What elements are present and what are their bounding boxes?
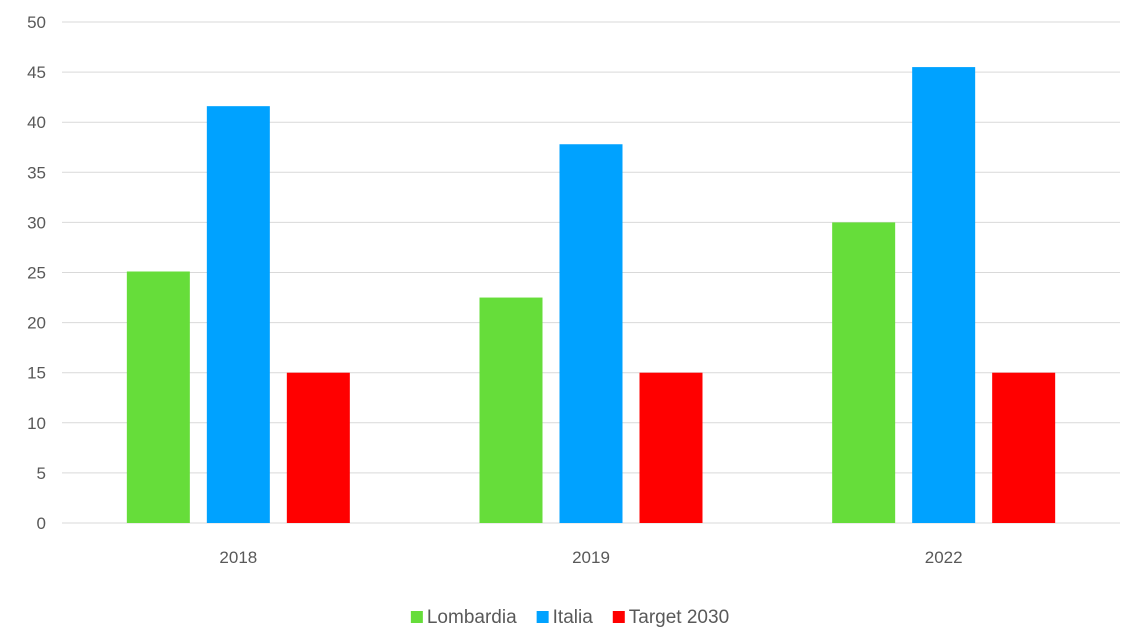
y-tick-label: 25 bbox=[27, 264, 46, 283]
x-axis-ticks: 2018 2019 2022 bbox=[219, 548, 962, 567]
legend: Lombardia Italia Target 2030 bbox=[410, 607, 729, 628]
y-axis-ticks: 0 5 10 15 20 25 30 35 40 45 50 bbox=[27, 13, 46, 533]
y-tick-label: 15 bbox=[27, 364, 46, 383]
legend-item-target-2030: Target 2030 bbox=[612, 607, 729, 628]
bar-italia-2019 bbox=[559, 144, 623, 523]
bar-italia-2022 bbox=[912, 67, 976, 523]
legend-label: Lombardia bbox=[427, 607, 517, 628]
bar-italia-2018 bbox=[206, 106, 270, 523]
bar-target-2030-2018 bbox=[286, 372, 350, 523]
legend-label: Target 2030 bbox=[629, 607, 729, 628]
y-tick-label: 50 bbox=[27, 13, 46, 32]
bar-lombardia-2022 bbox=[832, 222, 896, 523]
y-tick-label: 45 bbox=[27, 63, 46, 82]
x-tick-label: 2019 bbox=[572, 548, 610, 567]
legend-swatch bbox=[410, 611, 423, 623]
y-tick-label: 40 bbox=[27, 113, 46, 132]
legend-swatch bbox=[536, 611, 549, 623]
y-tick-label: 0 bbox=[37, 514, 46, 533]
legend-label: Italia bbox=[553, 607, 594, 628]
y-tick-label: 35 bbox=[27, 163, 46, 182]
bar-target-2030-2019 bbox=[639, 372, 703, 523]
y-tick-label: 30 bbox=[27, 213, 46, 232]
x-tick-label: 2018 bbox=[219, 548, 257, 567]
bar-lombardia-2019 bbox=[479, 297, 543, 523]
y-tick-label: 5 bbox=[37, 464, 46, 483]
bar-lombardia-2018 bbox=[126, 271, 190, 523]
bar-target-2030-2022 bbox=[992, 372, 1056, 523]
x-tick-label: 2022 bbox=[925, 548, 963, 567]
bars bbox=[126, 67, 1056, 523]
legend-item-italia: Italia bbox=[536, 607, 594, 628]
y-tick-label: 10 bbox=[27, 414, 46, 433]
y-tick-label: 20 bbox=[27, 314, 46, 333]
legend-swatch bbox=[612, 611, 625, 623]
legend-item-lombardia: Lombardia bbox=[410, 607, 517, 628]
